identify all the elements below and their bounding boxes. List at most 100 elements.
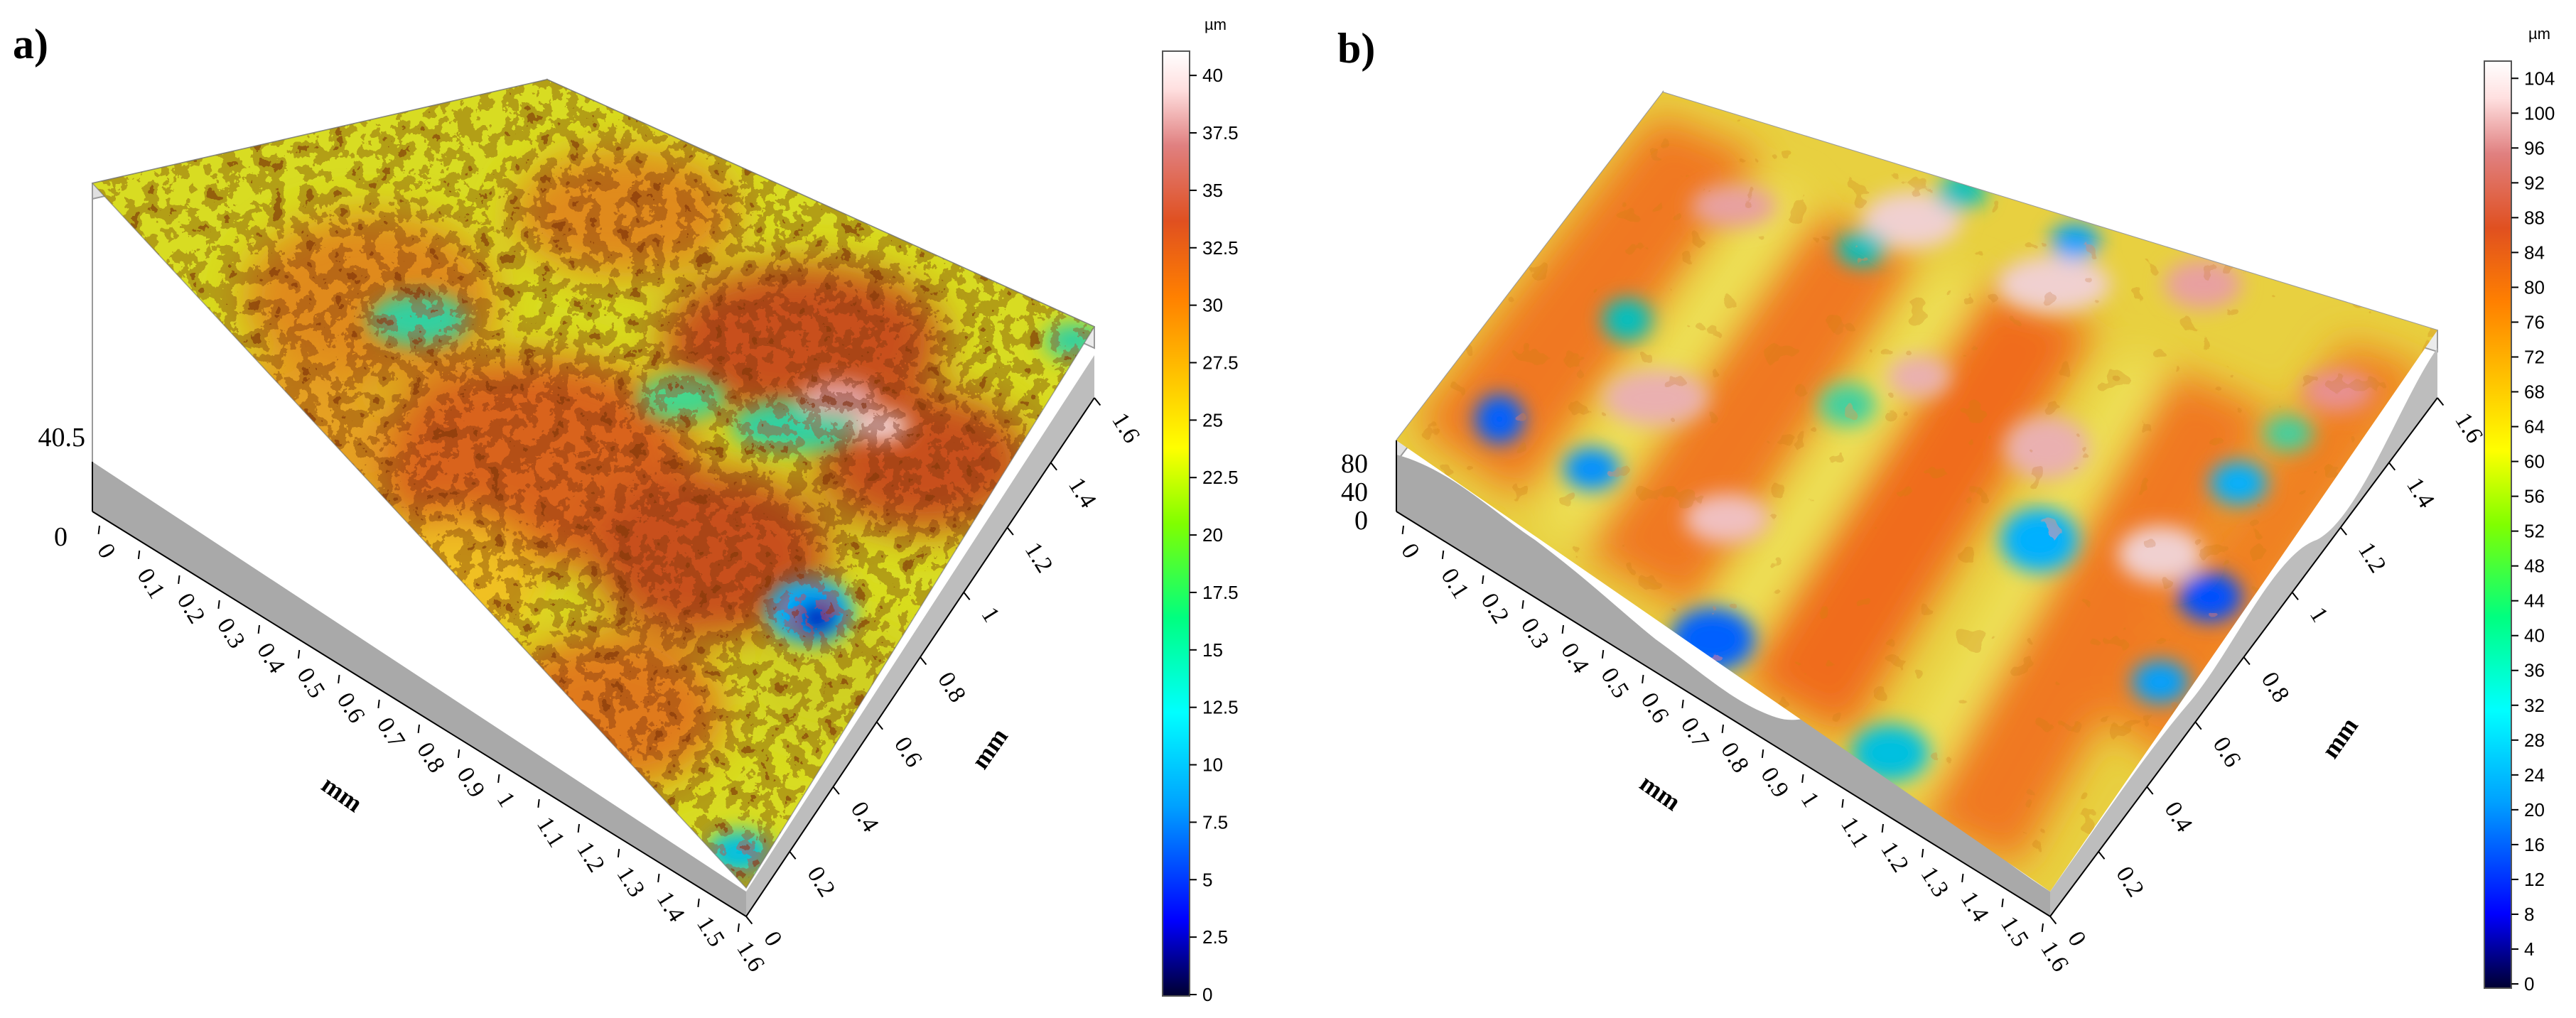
x-a-tick-mark [697,898,700,908]
x-a-tick-label: 1.2 [571,838,610,877]
x-b-tick-mark [1881,823,1884,833]
x-b-tick-label: 1 [1796,788,1824,812]
x-a-tick-mark [338,674,340,684]
y-b-tick-mark [2194,721,2202,730]
colorbar-b-tick-label: 4 [2524,938,2534,960]
colorbar-b-tick-label: 100 [2524,102,2555,124]
surface-plot-b: b) [1337,25,2555,995]
x-a-tick-label: 0.5 [291,664,330,703]
colorbar-b-tick-label: 44 [2524,590,2545,612]
x-a-tick-label: 1 [492,788,520,812]
y-a-tick-mark [1006,526,1014,536]
colorbar-b-tick-label: 8 [2524,904,2534,925]
colorbar-a-tick-label: 12.5 [1202,697,1239,718]
y-b-tick-label: 1.2 [2353,538,2391,578]
y-b-tick-label: 1.6 [2450,408,2488,448]
y-b-tick-mark [2339,526,2347,536]
x-b-tick-mark [1801,774,1804,784]
x-a-tick-mark [297,649,301,659]
colorbar-b-tick-label: 96 [2524,137,2545,158]
colorbar-a-tick-label: 20 [1202,524,1223,546]
colorbar-b-tick-label: 72 [2524,346,2545,367]
colorbar-b-tick-label: 80 [2524,276,2545,298]
x-b-tick-label: 0.8 [1715,738,1754,778]
x-b-tick-mark [1961,873,1964,883]
x-a-tick-mark [617,848,620,858]
x-a-tick-label: 0.6 [332,688,370,728]
panel-label-a: a) [13,21,48,67]
y-b-tick-label: 0.6 [2208,732,2246,772]
x-b-tick-label: 0.5 [1595,664,1634,703]
x-a-tick-label: 1.3 [611,862,650,902]
x-a-tick-label: 0.7 [372,713,410,753]
colorbar-b-tick-label: 64 [2524,416,2545,438]
x-b-tick-label: 0 [1396,539,1424,563]
x-b-tick-mark [1761,749,1764,759]
x-a-tick-label: 0.8 [411,738,450,778]
panel-label-b: b) [1337,25,1375,72]
colorbar-a-tick-label: 22.5 [1202,467,1239,488]
front-wall-right-b [2050,348,2437,916]
colorbar-b-tick-label: 76 [2524,311,2545,332]
x-a-tick-mark [577,823,580,833]
y-b-tick-mark [2098,851,2106,860]
y-b-tick-mark [2146,786,2154,795]
colorbar-a-tick-label: 2.5 [1202,926,1228,948]
y-b-tick-label: 1.4 [2401,473,2440,513]
x-a-tick-label: 1.5 [691,912,730,952]
colorbar-b-tick-label: 12 [2524,869,2545,890]
y-a-tick-mark [1050,462,1057,471]
x-a-tick-label: 1.4 [652,887,690,927]
x-a-tick-mark [737,923,740,933]
y-b-tick-mark [2388,462,2396,471]
colorbar-b-tick-label: 56 [2524,486,2545,507]
z-tick-a-zero: 0 [54,522,68,552]
y-a-tick-mark [963,592,971,600]
x-a-tick-mark [497,774,500,784]
x-axis-label-a: mm [316,770,367,818]
y-a-tick-label: 0 [758,927,787,951]
x-b-tick-label: 0.4 [1556,639,1594,678]
colorbar-b-tick-label: 88 [2524,207,2545,228]
colorbar-a-tick-label: 30 [1202,295,1223,316]
colorbar-a-tick-label: 27.5 [1202,352,1239,373]
x-b-tick-mark [1841,798,1844,808]
front-wall-right-a [746,355,1094,916]
x-b-tick-label: 1.4 [1956,887,1994,927]
y-b-tick-label: 0.8 [2256,668,2295,708]
x-b-tick-label: 1.5 [1995,912,2034,952]
colorbar-a-tick-label: 15 [1202,639,1223,661]
surface-plot-a: a) [13,16,1239,1005]
colorbar-a-tick-label: 37.5 [1202,122,1239,144]
x-b-tick-mark [1681,699,1684,709]
y-b-tick-mark [2243,656,2251,666]
x-b-tick-mark [1921,848,1924,858]
colorbar-b: µm 0481216202428323640444852566064687276… [2484,25,2555,995]
colorbar-b-tick-label: 68 [2524,381,2545,403]
z-tick-a-max: 40.5 [38,423,86,453]
x-a-tick-label: 0.3 [212,614,250,654]
x-a-tick-mark [217,600,220,610]
z-tick-b-40: 40 [1341,477,1368,507]
y-b-tick-label: 0.4 [2159,797,2197,837]
y-a-tick-label: 0.4 [846,797,884,837]
x-axis-a [92,511,747,917]
x-b-tick-label: 0.3 [1516,614,1554,654]
x-b-tick-label: 0.6 [1636,688,1674,728]
colorbar-b-tick-label: 40 [2524,625,2545,646]
colorbar-b-tick-label: 24 [2524,764,2545,786]
y-b-tick-mark [2437,397,2445,406]
x-b-tick-label: 1.1 [1836,813,1874,852]
x-a-tick-label: 0 [92,539,120,563]
colorbar-b-tick-label: 0 [2524,973,2534,995]
colorbar-a-tick-label: 7.5 [1202,811,1228,833]
x-b-tick-mark [1482,575,1484,585]
colorbar-b-tick-label: 48 [2524,556,2545,577]
x-b-tick-label: 1.2 [1875,838,1914,877]
z-tick-b-0: 0 [1354,506,1368,536]
x-b-tick-mark [2041,923,2044,933]
x-b-tick-mark [2001,898,2004,908]
y-axis-label-b: mm [2316,713,2364,764]
colorbar-a-tick-label: 10 [1202,754,1223,776]
